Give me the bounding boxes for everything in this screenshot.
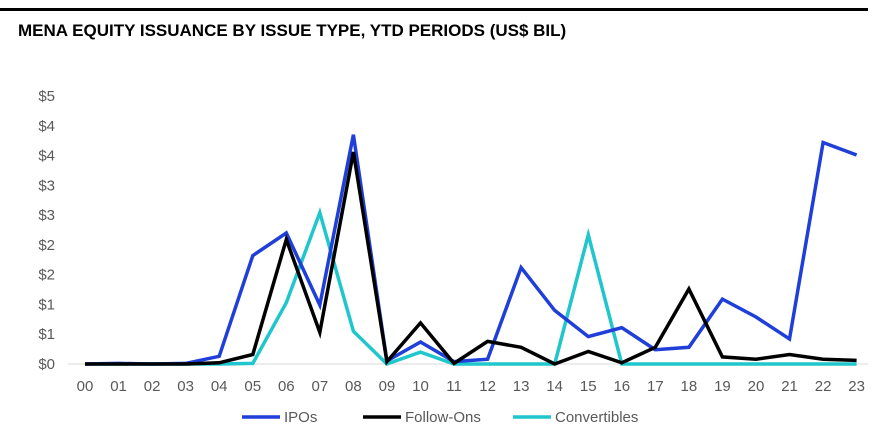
series-line-ipos [84,134,858,366]
x-tick-label: 06 [278,378,295,395]
series-line-follow-ons [85,151,857,366]
x-tick-label: 07 [312,378,329,395]
x-tick-label: 16 [613,378,630,395]
x-tick-label: 15 [580,378,597,395]
x-tick-label: 01 [110,378,127,395]
x-tick-label: 10 [412,378,429,395]
y-tick-label: $3 [38,177,55,194]
legend-label-ipos: IPOs [284,409,317,426]
x-tick-label: 12 [479,378,496,395]
x-tick-label: 02 [144,378,161,395]
x-tick-label: 20 [748,378,765,395]
axes: $0 $1 $1 $2 $2 $3 $3 $4 $4 $5 00 01 02 03 04 05 06 07 08 09… [38,88,868,395]
y-tick-label: $0 [38,356,55,373]
y-tick-label: $1 [38,326,55,343]
y-tick-label: $4 [38,148,55,165]
y-tick-label: $5 [38,88,55,105]
x-tick-label: 08 [345,378,362,395]
x-tick-label: 17 [647,378,664,395]
x-tick-label: 13 [513,378,530,395]
series-line-convertibles [85,207,857,367]
chart-title: MENA EQUITY ISSUANCE BY ISSUE TYPE, YTD … [18,21,567,40]
x-tick-label: 09 [379,378,396,395]
x-tick-label: 11 [446,378,462,395]
y-tick-label: $3 [38,207,55,224]
x-tick-label: 23 [848,378,865,395]
legend-label-follow-ons: Follow-Ons [405,409,481,426]
series-lines [84,134,858,367]
title-rule [0,8,868,11]
x-tick-label: 19 [714,378,731,395]
y-tick-label: $2 [38,237,55,254]
x-tick-label: 14 [546,378,563,395]
y-tick-label: $1 [38,296,55,313]
x-tick-label: 21 [781,378,798,395]
x-tick-label: 05 [244,378,261,395]
x-tick-label: 00 [77,378,94,395]
legend-label-convertibles: Convertibles [555,409,638,426]
y-tick-label: $4 [38,118,55,135]
x-tick-label: 03 [177,378,194,395]
x-tick-label: 22 [815,378,832,395]
legend: IPOs Follow-Ons Convertibles [242,409,638,426]
x-tick-label: 18 [681,378,698,395]
x-tick-label: 04 [211,378,228,395]
y-tick-label: $2 [38,267,55,284]
